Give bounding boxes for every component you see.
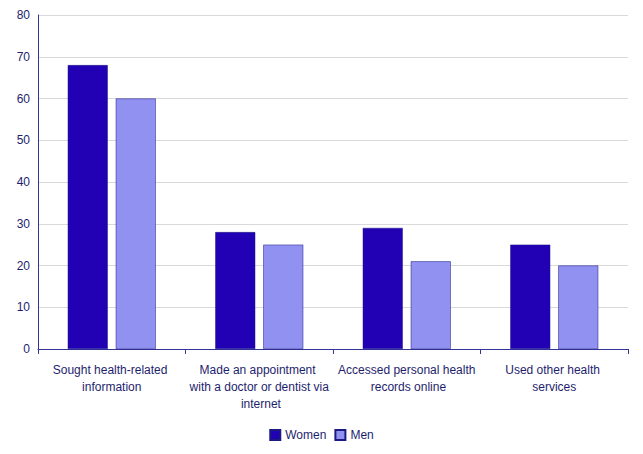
svg-text:70: 70 <box>17 50 31 64</box>
svg-text:30: 30 <box>17 217 31 231</box>
svg-text:Men: Men <box>350 428 373 442</box>
svg-text:services: services <box>532 380 576 394</box>
svg-text:20: 20 <box>17 259 31 273</box>
svg-text:Sought health-related: Sought health-related <box>53 363 171 377</box>
svg-text:10: 10 <box>17 300 31 314</box>
svg-text:with a doctor or dentist via: with a doctor or dentist via <box>189 380 330 394</box>
svg-text:80: 80 <box>17 8 31 22</box>
svg-text:0: 0 <box>23 342 30 356</box>
svg-text:Accessed personal health: Accessed personal health <box>338 363 475 377</box>
svg-text:records online: records online <box>367 380 446 394</box>
svg-text:Made an appointment: Made an appointment <box>200 363 319 377</box>
svg-text:information: information <box>82 380 141 394</box>
svg-text:40: 40 <box>17 175 31 189</box>
svg-text:Women: Women <box>285 428 326 442</box>
svg-text:60: 60 <box>17 92 31 106</box>
svg-text:50: 50 <box>17 133 31 147</box>
svg-text:internet: internet <box>238 397 282 411</box>
svg-text:Used other health: Used other health <box>505 363 603 377</box>
